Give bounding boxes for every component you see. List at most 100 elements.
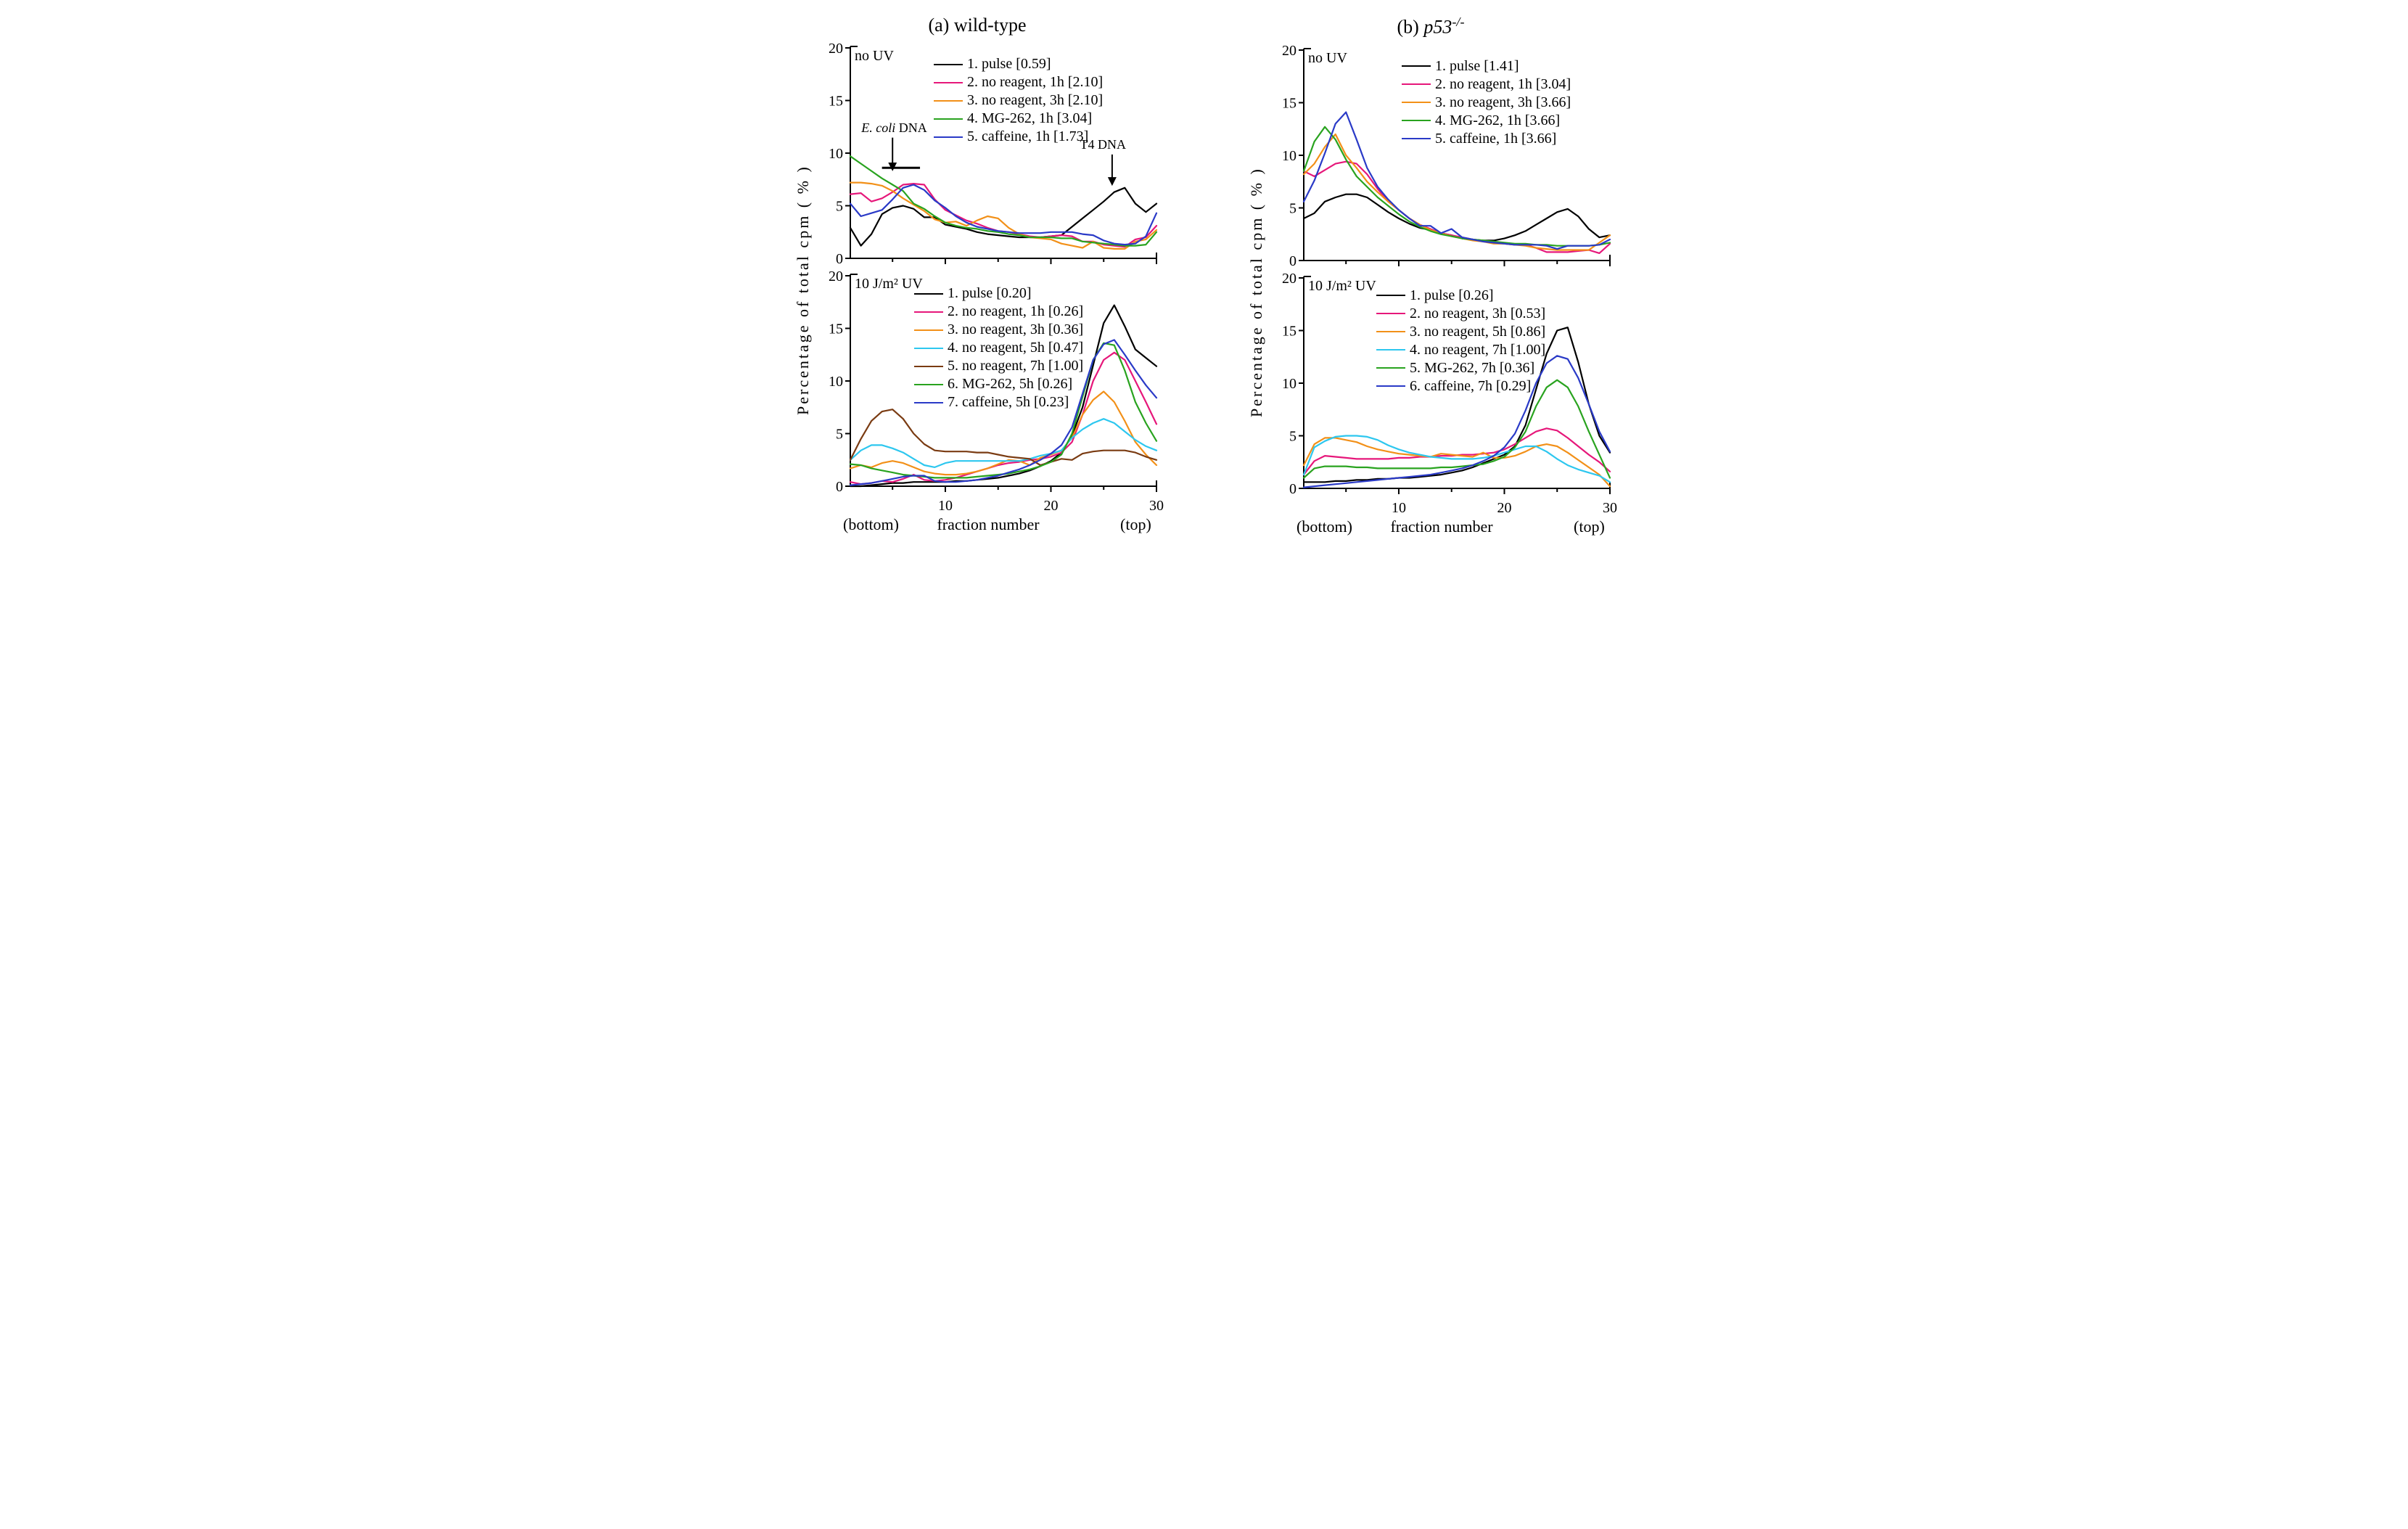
legend-row: 4. MG-262, 1h [3.04] [934,110,1103,128]
xaxis-label: fraction number [1390,517,1492,536]
svg-text:0: 0 [836,251,843,266]
legend-swatch [934,100,963,102]
legend-row: 3. no reagent, 5h [0.86] [1376,323,1545,341]
legend-swatch [1402,120,1431,121]
legend-swatch [1376,295,1405,296]
legend-row: 2. no reagent, 1h [3.04] [1402,75,1571,94]
xaxis-tick-label: 20 [1043,498,1058,515]
xaxis-tick-label: 30 [1149,498,1164,515]
xaxis-top-label: (top) [1120,515,1151,534]
xaxis-tick-label: 20 [1497,500,1511,517]
legend-label: 4. MG-262, 1h [3.04] [967,110,1092,128]
svg-text:15: 15 [1282,95,1297,111]
legend-swatch [1376,367,1405,369]
legend-label: 1. pulse [0.26] [1410,287,1494,305]
legend-label: 1. pulse [1.41] [1435,57,1519,75]
xaxis-tick-label: 10 [938,498,953,515]
legend: 1. pulse [1.41]2. no reagent, 1h [3.04]3… [1402,57,1571,148]
svg-text:10: 10 [1282,148,1297,164]
xaxis-a: 102030fraction number(bottom)(top) [814,496,1162,540]
legend-row: 5. caffeine, 1h [3.66] [1402,130,1571,148]
legend-label: 3. no reagent, 3h [2.10] [967,91,1103,110]
legend-row: 3. no reagent, 3h [3.66] [1402,94,1571,112]
legend: 1. pulse [0.26]2. no reagent, 3h [0.53]3… [1376,287,1545,395]
legend-label: 2. no reagent, 1h [2.10] [967,73,1103,91]
legend-label: 3. no reagent, 3h [0.36] [948,321,1083,339]
figure-columns: (a) wild-type Percentage of total cpm ( … [751,15,1658,542]
condition-label: 10 J/m² UV [855,276,923,292]
svg-text:20: 20 [1282,43,1297,59]
legend-swatch [1376,331,1405,332]
svg-text:15: 15 [1282,323,1297,339]
svg-text:10: 10 [829,374,843,390]
legend-label: 3. no reagent, 3h [3.66] [1435,94,1571,112]
svg-text:20: 20 [829,41,843,57]
condition-label: 10 J/m² UV [1308,278,1376,295]
legend-swatch [1402,65,1431,67]
legend-label: 2. no reagent, 3h [0.53] [1410,305,1545,323]
legend-label: 3. no reagent, 5h [0.86] [1410,323,1545,341]
ylabel-a: Percentage of total cpm ( % ) [792,41,814,540]
svg-text:5: 5 [1289,428,1297,444]
legend-row: 5. MG-262, 7h [0.36] [1376,359,1545,377]
legend: 1. pulse [0.20]2. no reagent, 1h [0.26]3… [914,284,1083,411]
legend-label: 6. MG-262, 5h [0.26] [948,375,1072,393]
condition-label: no UV [855,48,894,65]
legend-row: 1. pulse [1.41] [1402,57,1571,75]
legend-row: 2. no reagent, 1h [0.26] [914,303,1083,321]
legend-label: 6. caffeine, 7h [0.29] [1410,377,1531,395]
legend-row: 6. caffeine, 7h [0.29] [1376,377,1545,395]
column-b-title: (b) p53-/- [1397,15,1465,38]
legend-label: 4. MG-262, 1h [3.66] [1435,112,1560,130]
legend-swatch [1376,385,1405,387]
legend-row: 7. caffeine, 5h [0.23] [914,393,1083,411]
legend-label: 1. pulse [0.59] [967,55,1051,73]
column-a-body: Percentage of total cpm ( % ) 05101520E.… [792,41,1162,540]
legend-label: 1. pulse [0.20] [948,284,1032,303]
legend-swatch [914,366,943,367]
legend-label: 4. no reagent, 5h [0.47] [948,339,1083,357]
legend-swatch [1376,349,1405,351]
svg-text:10: 10 [1282,376,1297,392]
svg-text:0: 0 [1289,253,1297,268]
xaxis-tick-label: 30 [1603,500,1617,517]
legend-row: 4. MG-262, 1h [3.66] [1402,112,1571,130]
svg-text:5: 5 [1289,200,1297,216]
column-b-body: Percentage of total cpm ( % ) 05101520no… [1246,43,1616,542]
legend-row: 4. no reagent, 5h [0.47] [914,339,1083,357]
legend-row: 1. pulse [0.26] [1376,287,1545,305]
column-b: (b) p53-/- Percentage of total cpm ( % )… [1204,15,1658,542]
legend-row: 1. pulse [0.20] [914,284,1083,303]
panel-b-no-uv: 05101520no UV1. pulse [1.41]2. no reagen… [1267,43,1616,268]
legend-row: 2. no reagent, 1h [2.10] [934,73,1103,91]
legend-label: 2. no reagent, 1h [0.26] [948,303,1083,321]
legend-swatch [914,384,943,385]
ylabel-b: Percentage of total cpm ( % ) [1246,43,1267,542]
column-a-title: (a) wild-type [928,15,1026,36]
legend-label: 5. caffeine, 1h [1.73] [967,128,1088,146]
legend-swatch [914,329,943,331]
legend-row: 3. no reagent, 3h [0.36] [914,321,1083,339]
xaxis-bottom-label: (bottom) [1297,517,1352,536]
svg-text:15: 15 [829,94,843,110]
legend-swatch [914,348,943,349]
legend-row: 3. no reagent, 3h [2.10] [934,91,1103,110]
legend-row: 6. MG-262, 5h [0.26] [914,375,1083,393]
xaxis-top-label: (top) [1574,517,1605,536]
svg-text:20: 20 [829,269,843,284]
legend-label: 7. caffeine, 5h [0.23] [948,393,1069,411]
svg-text:0: 0 [836,479,843,493]
svg-text:20: 20 [1282,271,1297,287]
legend: 1. pulse [0.59]2. no reagent, 1h [2.10]3… [934,55,1103,146]
legend-swatch [1402,83,1431,85]
svg-text:0: 0 [1289,481,1297,496]
svg-text:5: 5 [836,427,843,443]
legend-swatch [1376,313,1405,314]
legend-row: 2. no reagent, 3h [0.53] [1376,305,1545,323]
svg-text:5: 5 [836,199,843,215]
panel-a-uv: 0510152010 J/m² UV1. pulse [0.20]2. no r… [814,269,1162,493]
xaxis-tick-label: 10 [1392,500,1406,517]
legend-row: 4. no reagent, 7h [1.00] [1376,341,1545,359]
figure-root: (a) wild-type Percentage of total cpm ( … [744,0,1665,564]
legend-swatch [914,293,943,295]
